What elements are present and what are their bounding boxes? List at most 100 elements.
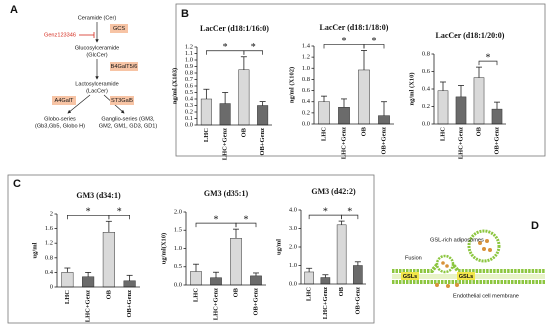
label: GSL-rich adiposomes (430, 237, 484, 243)
bar (437, 90, 449, 125)
enzyme-box (110, 62, 138, 71)
x-tick-label: OB (232, 287, 239, 297)
y-tick-label: 1.6 (45, 225, 54, 232)
node: Lactosylceramide (75, 81, 119, 87)
x-tick-label: OB (475, 126, 482, 136)
panel-label: D (531, 220, 539, 232)
significance-bracket (108, 214, 130, 220)
y-tick-label: 0.0 (174, 281, 182, 288)
y-axis-label: ug/ml (31, 242, 38, 258)
bar (336, 224, 347, 285)
inhibitor: Genz123346 (44, 32, 76, 38)
significance-label: * (342, 36, 347, 47)
bar (210, 277, 222, 286)
y-tick-label: 0.6 (185, 82, 194, 89)
gsl-box (457, 272, 475, 280)
significance-label: * (244, 214, 249, 225)
x-tick-label: OB+Genz (126, 290, 133, 318)
y-tick-label: 0.5 (185, 89, 193, 96)
x-tick-label: OB+Genz (354, 287, 361, 315)
enzyme: B4GalT5/6 (111, 64, 138, 70)
panel-label: B (181, 8, 189, 20)
x-tick-label: LHC (306, 287, 313, 301)
bar (473, 77, 485, 125)
gsl (441, 261, 445, 265)
y-tick-label: 0.2 (422, 103, 430, 110)
chart-title: LacCer (d18:1/18:0) (320, 23, 389, 32)
label: Fusion (405, 255, 422, 261)
x-tick-label: OB (105, 289, 112, 299)
x-tick-label: LHC+Genz (212, 288, 219, 320)
y-tick-label: 0.8 (185, 69, 193, 76)
y-tick-label: 1.1 (185, 50, 193, 57)
bar (304, 271, 314, 285)
panel-b-frame (175, 3, 546, 157)
adiposome (467, 229, 501, 263)
bar (82, 276, 95, 288)
chart-title: GM3 (d34:1) (76, 191, 121, 200)
y-tick-label: 1.2 (185, 43, 193, 50)
bar (250, 275, 262, 286)
enzyme-box (52, 96, 76, 105)
bar (61, 272, 74, 288)
bar (102, 232, 115, 288)
y-tick-label: 0.0 (289, 280, 297, 287)
gsl (485, 239, 489, 243)
bar (338, 107, 350, 125)
gsl (488, 248, 492, 252)
significance-label: * (117, 207, 122, 218)
x-tick-label: LHC (64, 290, 71, 304)
chart-title: LacCer (d18:1/16:0) (200, 24, 269, 33)
node: (Gb3,Gb5, Globo H) (35, 123, 85, 129)
chart-title: GM3 (d42:2) (311, 187, 356, 196)
y-tick-label: 0.9 (185, 63, 193, 70)
gsl (445, 264, 449, 268)
significance-bracket (478, 60, 498, 66)
y-tick-label: 0.3 (185, 102, 193, 109)
chart-title: GM3 (d35:1) (204, 189, 249, 198)
y-tick-label: 1.5 (174, 227, 182, 234)
y-axis-label: ug/ml(X10) (160, 233, 167, 264)
adiposome (435, 254, 455, 274)
x-tick-label: LHC (320, 127, 327, 141)
label: GSLs (403, 274, 418, 280)
node: Ceramide (Cer) (78, 15, 117, 21)
x-tick-label: OB (360, 126, 367, 136)
y-tick-label: 3.0 (289, 225, 297, 232)
pathway-diagram: Ceramide (Cer) GCS Genz123346 Glucosylce… (35, 15, 157, 129)
y-tick-label: 0.4 (45, 269, 54, 276)
x-tick-label: OB+Genz (259, 128, 266, 156)
x-tick-label: LHC (439, 127, 446, 141)
node: (LacCer) (86, 88, 108, 94)
node: Glucosylceramide (75, 45, 119, 51)
y-tick-label: 1.0 (302, 65, 310, 72)
bar (455, 96, 467, 125)
significance-bracket (341, 214, 359, 220)
x-tick-label: OB+Genz (493, 127, 500, 155)
x-tick-label: LHC+Genz (340, 127, 347, 159)
significance-label: * (347, 206, 352, 217)
bar (219, 103, 231, 126)
node: Globo-series (44, 116, 76, 122)
y-tick-label: 0.0 (302, 120, 310, 127)
gsl (478, 241, 482, 245)
bar (230, 238, 242, 286)
x-tick-label: OB+Genz (252, 288, 259, 316)
y-tick-label: 0 (50, 283, 53, 290)
y-tick-label: 0.1 (185, 115, 193, 122)
y-tick-label: 1.4 (302, 42, 311, 49)
bar (190, 271, 202, 286)
enzyme: A4GalT (55, 98, 75, 104)
y-tick-label: 2 (50, 210, 53, 217)
bar (320, 277, 331, 285)
label: GSLs (459, 274, 474, 280)
y-tick-label: 0.0 (422, 120, 430, 127)
gsl (455, 283, 459, 287)
bar (358, 69, 370, 125)
significance-label: * (86, 207, 91, 218)
y-tick-label: 1.0 (289, 262, 297, 269)
y-tick-label: 0.2 (185, 108, 193, 115)
y-tick-label: 0.7 (185, 76, 194, 83)
enzyme-box (110, 96, 134, 105)
